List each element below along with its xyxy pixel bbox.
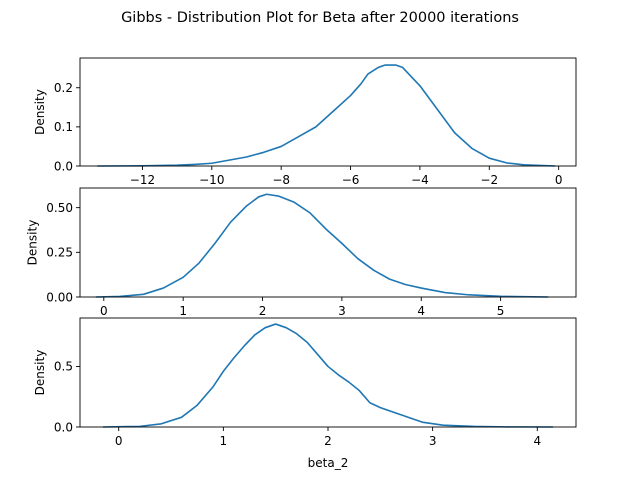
x-tick-label: 4: [417, 304, 425, 318]
subplot-1: −12 −10 −8 −6 −4 −2 0 0.0 0.1 0.2 Density: [33, 57, 577, 187]
y-tick-label: 0.0: [54, 420, 73, 434]
y-tick-label: 0.00: [46, 290, 73, 304]
x-tick-label: 2: [324, 434, 332, 448]
x-tick-label: 3: [429, 434, 437, 448]
axes-frame: [79, 187, 577, 298]
y-axis-label: Density: [33, 350, 47, 396]
y-axis-label: Density: [25, 220, 39, 266]
x-tick-label: 4: [533, 434, 541, 448]
x-tick-label: −6: [342, 173, 360, 187]
y-tick-label: 0.5: [54, 360, 73, 374]
density-line: [97, 64, 556, 167]
x-tick-label: 5: [497, 304, 505, 318]
y-tick-label: 0.0: [54, 159, 73, 173]
axes-frame: [79, 57, 577, 167]
x-tick-label: −4: [411, 173, 429, 187]
x-tick-label: 0: [100, 304, 108, 318]
axes-frame: [79, 317, 577, 428]
y-tick-label: 0.2: [54, 81, 73, 95]
x-tick-label: 0: [115, 434, 123, 448]
y-axis-label: Density: [33, 89, 47, 135]
x-tick-label: −10: [199, 173, 224, 187]
density-line: [103, 323, 553, 428]
density-line: [95, 193, 549, 298]
x-tick-label: −8: [272, 173, 290, 187]
x-tick-label: −2: [480, 173, 498, 187]
figure-title: Gibbs - Distribution Plot for Beta after…: [121, 10, 519, 26]
x-tick-label: −12: [130, 173, 155, 187]
x-tick-label: 1: [220, 434, 228, 448]
x-tick-label: 2: [259, 304, 267, 318]
y-tick-label: 0.50: [46, 201, 73, 215]
subplot-2: 0 1 2 3 4 5 0.00 0.25 0.50 Density: [25, 187, 577, 318]
x-tick-label: 1: [179, 304, 187, 318]
subplot-3: 0 1 2 3 4 0.0 0.5 Density beta_2: [33, 317, 577, 470]
x-tick-label: 3: [338, 304, 346, 318]
subplots: −12 −10 −8 −6 −4 −2 0 0.0 0.1 0.2 Density 0 1 2 3 4 5 0.0…: [25, 57, 577, 470]
y-tick-label: 0.25: [46, 246, 73, 260]
y-tick-label: 0.1: [54, 120, 73, 134]
x-tick-label: 0: [555, 173, 563, 187]
x-axis-label: beta_2: [308, 456, 349, 470]
